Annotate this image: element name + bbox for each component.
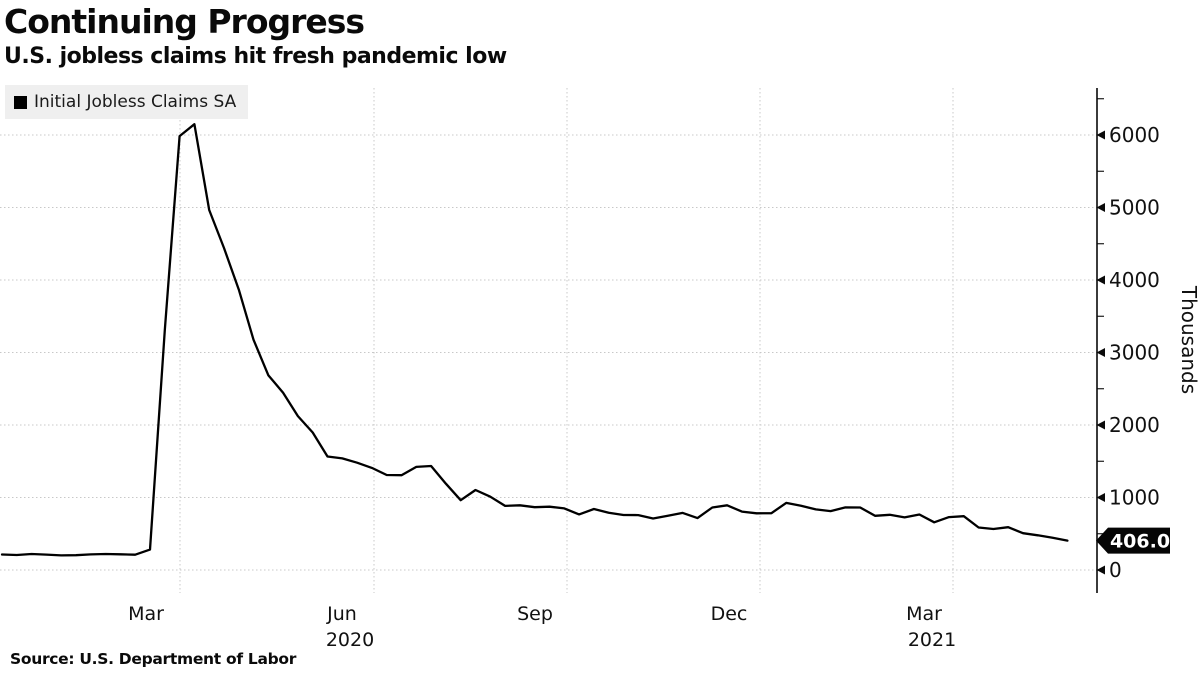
legend-label: Initial Jobless Claims SA	[34, 92, 237, 112]
x-year-label: 2021	[908, 629, 956, 651]
x-tick-label: Sep	[517, 603, 553, 625]
x-tick-label: Mar	[128, 603, 164, 625]
y-major-tick	[1096, 420, 1105, 430]
y-tick-label: 3000	[1109, 341, 1160, 365]
x-year-label: 2020	[326, 629, 374, 651]
y-tick-label: 1000	[1109, 486, 1160, 510]
legend-swatch-icon	[14, 95, 27, 109]
source-note: Source: U.S. Department of Labor	[10, 650, 297, 668]
y-major-tick	[1096, 493, 1105, 502]
last-value-label: 406.0	[1110, 531, 1170, 553]
y-major-tick	[1096, 130, 1105, 140]
y-tick-label: 6000	[1109, 123, 1160, 147]
y-major-tick	[1096, 203, 1105, 212]
last-value-flag	[1096, 527, 1170, 554]
y-major-tick	[1096, 275, 1105, 285]
legend: Initial Jobless Claims SA	[5, 85, 249, 119]
x-tick-label: Dec	[711, 603, 748, 625]
chart-subtitle: U.S. jobless claims hit fresh pandemic l…	[4, 44, 507, 69]
y-major-tick	[1096, 565, 1105, 575]
x-tick-label: Jun	[326, 603, 357, 625]
y-tick-label: 2000	[1109, 413, 1160, 437]
chart-title: Continuing Progress	[4, 2, 365, 41]
y-axis-unit-label: Thousands	[1177, 285, 1200, 394]
y-tick-label: 5000	[1109, 196, 1160, 220]
y-tick-label: 0	[1109, 558, 1122, 582]
y-major-tick	[1096, 348, 1105, 357]
y-tick-label: 4000	[1109, 268, 1160, 292]
series-line	[0, 123, 1069, 557]
x-tick-label: Mar	[906, 603, 942, 625]
